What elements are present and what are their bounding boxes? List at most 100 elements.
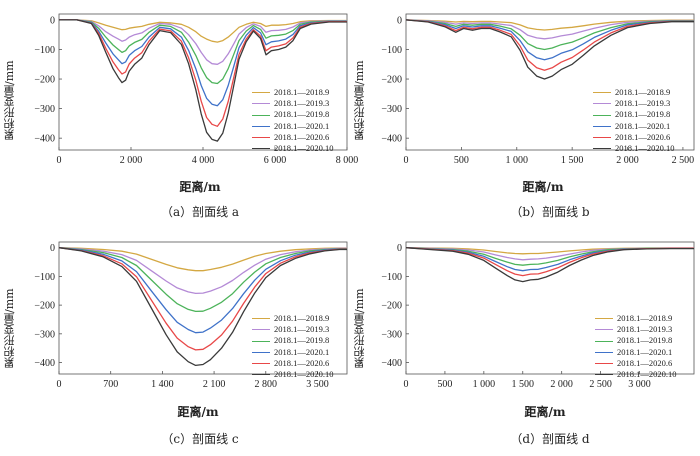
plot-frame (405, 13, 695, 151)
legend-item: 2018.1—2020.1 (593, 121, 675, 132)
caption-a: （a）剖面线 a (160, 205, 240, 219)
x-tick-label: 2 000 (550, 379, 573, 390)
legend-swatch (593, 92, 611, 94)
x-tick-label: 2 500 (672, 155, 695, 166)
legend-item: 2018.1—2018.9 (593, 87, 675, 98)
legend-item: 2018.1—2019.3 (593, 98, 675, 109)
series-line (59, 19, 347, 43)
legend-label: 2018.1—2019.3 (274, 98, 330, 109)
y-tick-label: 0 (397, 243, 402, 254)
legend-item: 2018.1—2020.6 (252, 132, 334, 143)
legend-swatch (252, 362, 270, 364)
legend-item: 2018.1—2020.1 (252, 347, 334, 358)
legend-swatch (595, 318, 613, 320)
x-tick-label: 0 (404, 379, 409, 390)
series-line (405, 19, 694, 40)
chart-panel-a: 0 −100 −200 −300 −400 0 2 000 4 000 6 000 8 000 累… (0, 0, 358, 228)
y-tick-label: −400 (381, 358, 402, 369)
y-tick-label: −400 (34, 358, 55, 369)
x-tick-label: 2 000 (120, 155, 143, 166)
legend-label: 2018.1—2018.9 (274, 313, 330, 323)
legend-swatch (593, 136, 611, 138)
legend-swatch (593, 103, 611, 105)
y-axis-title-a: 累积形变量/mm (3, 60, 16, 140)
legend-swatch (595, 351, 613, 353)
plot-frame (405, 241, 695, 375)
legend-swatch (252, 114, 270, 116)
series-line (59, 19, 347, 85)
series-line (59, 19, 347, 107)
legend-label: 2018.1—2019.8 (615, 109, 671, 120)
series-line (405, 247, 694, 283)
y-tick-label: −300 (34, 104, 55, 115)
series-line (405, 19, 694, 31)
x-tick-label: 2 500 (589, 379, 612, 390)
x-axis-title-b: 距离/m (522, 180, 564, 194)
legend-item: 2018.1—2019.3 (252, 98, 334, 109)
legend-item: 2018.1—2020.6 (252, 358, 334, 369)
chart-panel-b: 0 −100 −200 −300 −400 0 500 1 000 1 500 2 000 2 50… (350, 0, 700, 228)
series-line (59, 19, 347, 65)
legend-label: 2018.1—2019.8 (274, 109, 330, 120)
x-tick-label: 3 000 (628, 379, 651, 390)
legend-d: 2018.1—2018.9 2018.1—2019.3 2018.1—2019.8 2… (595, 313, 677, 380)
y-tick-label: −200 (34, 75, 55, 86)
y-axis-title-b: 累积形变量/mm (353, 60, 366, 140)
legend-label: 2018.1—2020.10 (274, 369, 334, 380)
x-tick-label: 2 800 (255, 379, 278, 390)
legend-label: 2018.1—2018.9 (274, 87, 330, 97)
legend-swatch (252, 103, 270, 105)
legend-item: 2018.1—2019.8 (252, 109, 334, 120)
legend-swatch (252, 351, 270, 353)
legend-a: 2018.1—2018.9 2018.1—2019.3 2018.1—2019.8 2… (252, 87, 334, 154)
legend-swatch (252, 340, 270, 342)
legend-item: 2018.1—2019.8 (593, 109, 675, 120)
legend-swatch (595, 362, 613, 364)
legend-label: 2018.1—2020.10 (615, 143, 675, 154)
legend-swatch (252, 329, 270, 331)
y-tick-label: −200 (34, 301, 55, 312)
legend-label: 2018.1—2020.6 (615, 131, 671, 142)
x-tick-label: 700 (103, 379, 118, 390)
y-tick-label: −400 (381, 134, 402, 145)
legend-label: 2018.1—2020.1 (274, 346, 330, 357)
x-tick-label: 0 (57, 379, 62, 390)
x-tick-label: 1 500 (512, 379, 535, 390)
series-line (405, 19, 694, 71)
legend-label: 2018.1—2020.6 (617, 357, 673, 368)
x-tick-label: 1 000 (473, 379, 496, 390)
x-tick-label: 2 100 (203, 379, 226, 390)
caption-d: （d）剖面线 d (510, 432, 590, 446)
legend-item: 2018.1—2019.8 (595, 335, 677, 346)
series-line (58, 247, 347, 334)
legend-item: 2018.1—2019.8 (252, 335, 334, 346)
y-tick-label: 0 (50, 15, 55, 26)
legend-label: 2018.1—2019.8 (617, 335, 673, 346)
chart-panel-c: 0 −100 −200 −300 −400 0 700 1 400 2 100 2 800 3 50… (0, 228, 350, 456)
x-tick-label: 500 (454, 155, 469, 166)
x-tick-label: 3 500 (306, 379, 329, 390)
y-tick-label: −300 (34, 329, 55, 340)
x-axis-title-d: 距离/m (524, 405, 566, 419)
legend-swatch (252, 92, 270, 94)
legend-swatch (252, 318, 270, 320)
x-tick-label: 500 (437, 379, 452, 390)
y-tick-label: −100 (381, 45, 402, 56)
caption-b: （b）剖面线 b (510, 205, 590, 219)
legend-label: 2018.1—2019.3 (615, 98, 671, 109)
y-tick-label: −200 (381, 75, 402, 86)
y-tick-label: −100 (381, 272, 402, 283)
x-axis-title-a: 距离/m (179, 180, 221, 194)
legend-item: 2018.1—2018.9 (252, 313, 334, 324)
legend-swatch (595, 329, 613, 331)
series-line (58, 247, 347, 272)
legend-label: 2018.1—2020.1 (617, 346, 673, 357)
x-tick-label: 1 500 (561, 155, 584, 166)
x-tick-label: 8 000 (336, 155, 359, 166)
series-line (58, 247, 347, 367)
legend-item: 2018.1—2018.9 (252, 87, 334, 98)
series-line (58, 247, 347, 295)
legend-label: 2018.1—2018.9 (617, 313, 673, 323)
